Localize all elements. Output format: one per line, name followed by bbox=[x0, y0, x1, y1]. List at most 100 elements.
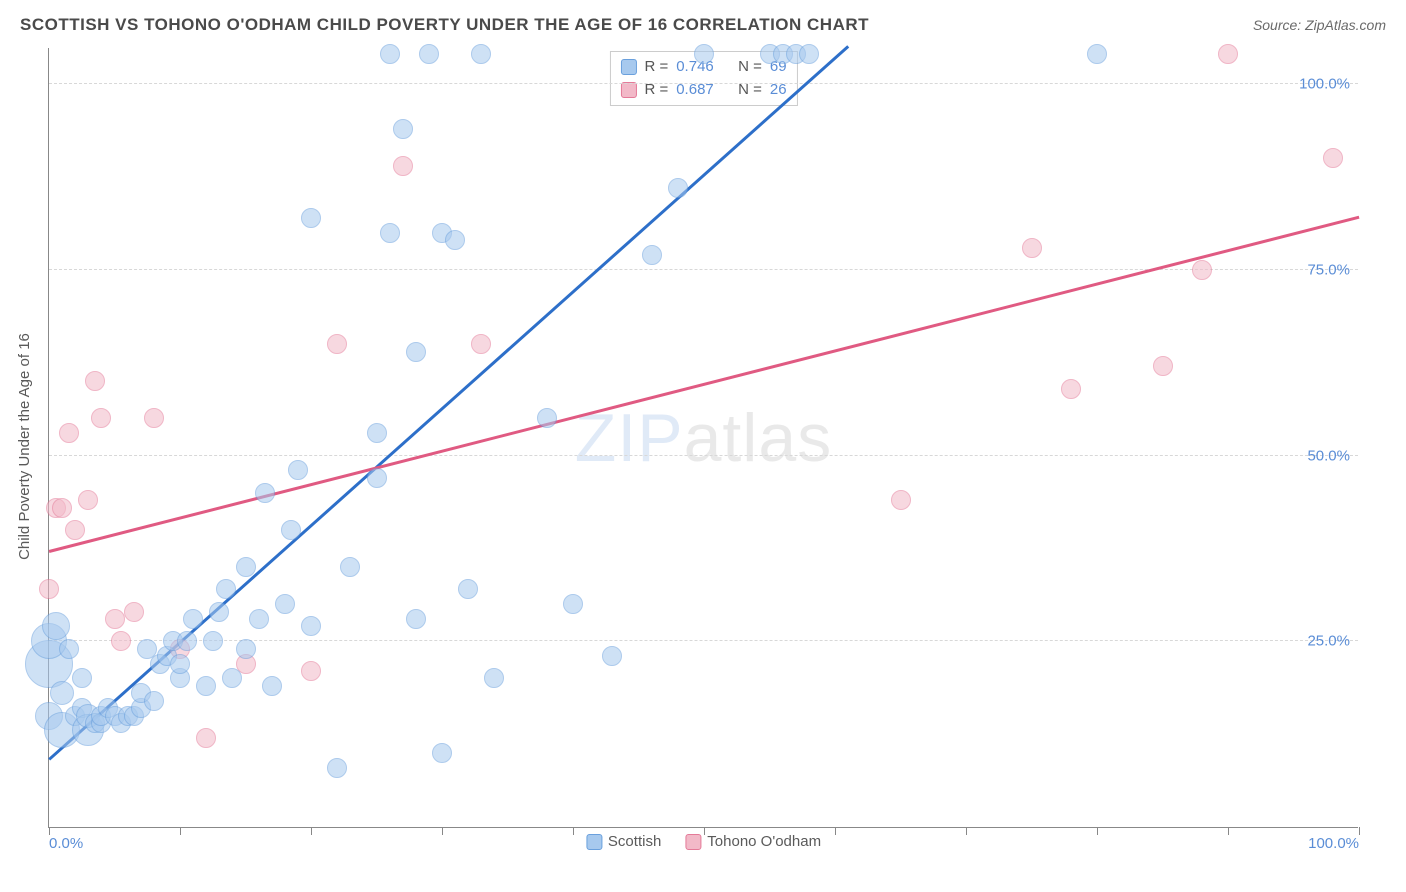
gridline bbox=[49, 83, 1358, 84]
x-tick-label: 100.0% bbox=[1308, 835, 1359, 852]
data-point bbox=[275, 594, 295, 614]
trend-line bbox=[49, 215, 1360, 552]
y-tick-label: 100.0% bbox=[1299, 76, 1350, 93]
x-tick bbox=[1359, 827, 1360, 835]
source-label: Source: ZipAtlas.com bbox=[1253, 17, 1386, 33]
data-point bbox=[236, 557, 256, 577]
y-axis-label-wrapper: Child Poverty Under the Age of 16 bbox=[8, 0, 40, 892]
data-point bbox=[602, 646, 622, 666]
data-point bbox=[1323, 148, 1343, 168]
data-point bbox=[59, 639, 79, 659]
data-point bbox=[694, 44, 714, 64]
data-point bbox=[1022, 238, 1042, 258]
data-point bbox=[236, 639, 256, 659]
x-tick bbox=[966, 827, 967, 835]
x-tick bbox=[835, 827, 836, 835]
x-tick bbox=[442, 827, 443, 835]
chart-title: SCOTTISH VS TOHONO O'ODHAM CHILD POVERTY… bbox=[20, 15, 869, 35]
y-tick-label: 75.0% bbox=[1307, 261, 1350, 278]
legend-item-1: Scottish bbox=[586, 833, 661, 850]
data-point bbox=[203, 631, 223, 651]
data-point bbox=[281, 520, 301, 540]
data-point bbox=[1087, 44, 1107, 64]
data-point bbox=[393, 119, 413, 139]
chart-container: SCOTTISH VS TOHONO O'ODHAM CHILD POVERTY… bbox=[0, 0, 1406, 892]
data-point bbox=[668, 178, 688, 198]
x-tick-label: 0.0% bbox=[49, 835, 83, 852]
data-point bbox=[327, 334, 347, 354]
data-point bbox=[72, 668, 92, 688]
data-point bbox=[124, 602, 144, 622]
data-point bbox=[1218, 44, 1238, 64]
y-axis-label: Child Poverty Under the Age of 16 bbox=[16, 333, 33, 560]
data-point bbox=[537, 408, 557, 428]
swatch-series1 bbox=[620, 59, 636, 75]
series-legend: Scottish Tohono O'odham bbox=[586, 833, 821, 850]
data-point bbox=[471, 334, 491, 354]
data-point bbox=[393, 156, 413, 176]
data-point bbox=[380, 44, 400, 64]
data-point bbox=[1061, 379, 1081, 399]
data-point bbox=[42, 612, 70, 640]
y-tick-label: 50.0% bbox=[1307, 447, 1350, 464]
swatch-series2-bottom bbox=[685, 834, 701, 850]
data-point bbox=[458, 579, 478, 599]
data-point bbox=[301, 208, 321, 228]
legend-label-1: Scottish bbox=[608, 833, 661, 850]
data-point bbox=[144, 408, 164, 428]
x-tick bbox=[573, 827, 574, 835]
data-point bbox=[222, 668, 242, 688]
gridline bbox=[49, 455, 1358, 456]
data-point bbox=[183, 609, 203, 629]
data-point bbox=[50, 681, 74, 705]
data-point bbox=[406, 609, 426, 629]
data-point bbox=[406, 342, 426, 362]
data-point bbox=[196, 728, 216, 748]
data-point bbox=[484, 668, 504, 688]
x-tick bbox=[704, 827, 705, 835]
data-point bbox=[367, 468, 387, 488]
x-tick bbox=[180, 827, 181, 835]
data-point bbox=[471, 44, 491, 64]
data-point bbox=[111, 631, 131, 651]
chart-header: SCOTTISH VS TOHONO O'ODHAM CHILD POVERTY… bbox=[20, 10, 1386, 40]
plot-area: ZIPatlas R = 0.746 N = 69 R = 0.687 N = … bbox=[48, 48, 1358, 828]
data-point bbox=[78, 490, 98, 510]
x-tick bbox=[1228, 827, 1229, 835]
data-point bbox=[891, 490, 911, 510]
data-point bbox=[1153, 356, 1173, 376]
data-point bbox=[170, 654, 190, 674]
swatch-series1-bottom bbox=[586, 834, 602, 850]
data-point bbox=[432, 743, 452, 763]
data-point bbox=[327, 758, 347, 778]
data-point bbox=[59, 423, 79, 443]
data-point bbox=[65, 520, 85, 540]
x-tick bbox=[311, 827, 312, 835]
data-point bbox=[799, 44, 819, 64]
data-point bbox=[301, 661, 321, 681]
data-point bbox=[419, 44, 439, 64]
data-point bbox=[91, 408, 111, 428]
data-point bbox=[288, 460, 308, 480]
data-point bbox=[563, 594, 583, 614]
data-point bbox=[367, 423, 387, 443]
data-point bbox=[85, 371, 105, 391]
data-point bbox=[196, 676, 216, 696]
data-point bbox=[380, 223, 400, 243]
data-point bbox=[249, 609, 269, 629]
data-point bbox=[642, 245, 662, 265]
data-point bbox=[301, 616, 321, 636]
x-tick bbox=[1097, 827, 1098, 835]
data-point bbox=[445, 230, 465, 250]
data-point bbox=[209, 602, 229, 622]
legend-item-2: Tohono O'odham bbox=[685, 833, 821, 850]
data-point bbox=[144, 691, 164, 711]
legend-label-2: Tohono O'odham bbox=[707, 833, 821, 850]
y-tick-label: 25.0% bbox=[1307, 633, 1350, 650]
data-point bbox=[177, 631, 197, 651]
data-point bbox=[39, 579, 59, 599]
gridline bbox=[49, 269, 1358, 270]
watermark: ZIPatlas bbox=[575, 399, 832, 477]
legend-row-2: R = 0.687 N = 26 bbox=[620, 79, 786, 102]
data-point bbox=[340, 557, 360, 577]
